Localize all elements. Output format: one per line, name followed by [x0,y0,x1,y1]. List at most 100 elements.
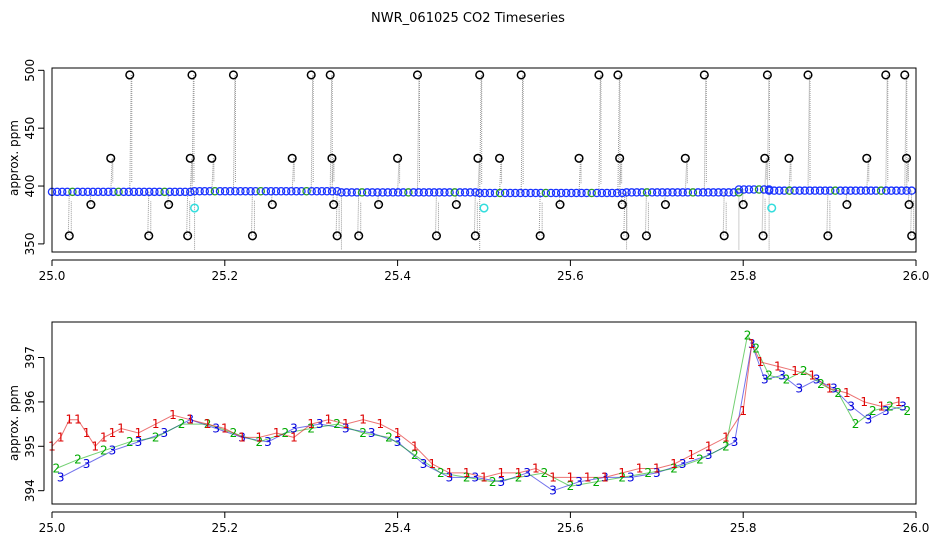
baseline-point [856,186,866,195]
baseline-point [505,188,515,198]
baseline-point [632,188,642,197]
baseline-point [83,187,93,197]
baseline-point [637,188,647,197]
series-2-marker: 2 [463,470,471,484]
baseline-point [312,186,322,196]
outlier-point [862,153,872,163]
outlier-point [762,70,772,80]
baseline-point [435,188,444,197]
baseline-point [785,186,794,195]
baseline-point [460,188,470,197]
series-2-marker: 2 [567,479,575,493]
bottom-y-tick-label: 395 [23,435,37,458]
baseline-point [307,186,316,196]
outlier-point [680,153,690,163]
series-2-marker: 2 [592,475,600,489]
spike-line [598,74,601,193]
baseline-point [734,185,744,194]
series-2-marker: 2 [100,444,108,458]
spike-line [620,192,623,205]
series-1-marker: 1 [238,430,246,444]
series-2-marker: 2 [618,470,626,484]
series-1-marker: 1 [532,461,540,475]
baseline-point [815,186,825,195]
outlier-point [901,153,912,163]
baseline-point [347,188,356,197]
baseline-point [292,186,301,196]
series-1-marker: 1 [109,426,117,440]
baseline-point [592,188,602,198]
series-2-marker: 2 [765,368,773,382]
baseline-point [337,188,346,197]
spike-line [644,192,647,236]
spike-line [684,158,688,193]
baseline-point [165,187,175,197]
series-3-marker: 3 [549,484,557,498]
outlier-point [183,231,193,241]
baseline-point [866,186,876,195]
series-3-marker: 3 [847,399,855,413]
series-3-marker: 3 [420,457,428,471]
baseline-point [709,188,718,197]
baseline-point [215,186,225,196]
baseline-point [749,185,759,194]
series-1-marker: 1 [549,470,557,484]
series-1-marker: 1 [826,382,834,396]
baseline-point [851,186,860,195]
series-1-marker: 1 [376,417,384,431]
baseline-point [150,187,159,197]
baseline-point [52,187,62,197]
series-1-marker: 1 [152,417,160,431]
outlier-point [287,153,297,163]
series-1-marker: 1 [204,417,212,431]
bottom-y-tick-label: 394 [23,479,37,502]
top-x-tick-label: 25.0 [39,269,66,283]
baseline-point [790,186,799,195]
series-2-line [56,333,908,487]
baseline-point [531,188,540,198]
series-2-marker: 2 [437,466,445,480]
series-3-marker: 3 [446,470,454,484]
baseline-point [160,187,169,197]
outlier-point [125,70,135,80]
series-3-marker: 3 [186,413,194,427]
baseline-point [612,188,622,198]
outlier-point [900,70,910,80]
baseline-point [724,188,733,197]
baseline-point [327,186,337,196]
baseline-point [271,186,281,196]
baseline-point [556,188,566,198]
series-1-marker: 1 [567,470,575,484]
baseline-point [57,187,67,197]
series-3-marker: 3 [472,470,480,484]
baseline-point [383,188,393,197]
spike-line [250,191,253,236]
bottom-axes: 25.0 25.2 25.4 25.6 25.8 26.0 394 395 396 397 [23,346,929,535]
series-1-marker: 1 [83,426,91,440]
baseline-point [617,188,627,198]
outlier-point [719,231,729,241]
baseline-point [719,188,728,197]
series-3-marker: 3 [899,399,907,413]
baseline-point [876,186,886,195]
top-y-axis-label: approx. ppm [7,120,21,196]
top-x-tick-label: 26.0 [903,269,930,283]
series-1-marker: 1 [601,470,609,484]
baseline-point [220,186,230,196]
baseline-point [887,186,896,195]
outlier-point [784,153,794,163]
baseline-point [185,187,195,197]
baseline-point [210,186,220,196]
spike-line [110,158,113,192]
baseline-point [104,187,113,197]
baseline-point [652,188,662,197]
baseline-point [647,188,657,197]
outlier-point [615,153,625,163]
baseline-point [256,186,265,196]
baseline-point [642,188,652,197]
baseline-point [597,188,607,198]
series-3-marker: 3 [523,466,531,480]
baseline-point [180,187,190,197]
baseline-point [607,188,617,198]
